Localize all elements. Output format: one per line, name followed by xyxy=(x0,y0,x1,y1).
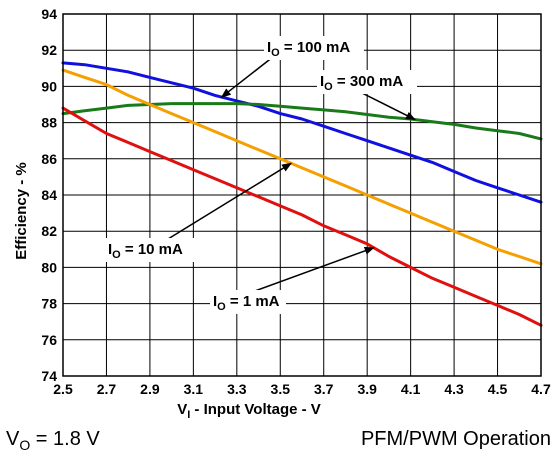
y-tick-label: 78 xyxy=(41,296,57,312)
annotation-label-bg xyxy=(264,36,364,60)
y-tick-label: 74 xyxy=(41,368,57,384)
y-axis-label: Efficiency - % xyxy=(13,162,30,260)
series-line-1 xyxy=(61,102,543,141)
x-axis-label: VI - Input Voltage - V xyxy=(177,401,321,421)
x-tick-label: 3.9 xyxy=(357,381,377,397)
operation-mode-label: PFM/PWM Operation xyxy=(361,428,551,450)
y-tick-label: 84 xyxy=(41,187,57,203)
y-tick-label: 94 xyxy=(41,6,57,22)
x-tick-label: 3.3 xyxy=(227,381,247,397)
y-tick-label: 90 xyxy=(41,78,57,94)
y-tick-label: 92 xyxy=(41,42,57,58)
plot-frame xyxy=(62,13,542,377)
annotation-arrow xyxy=(220,52,279,98)
series-layer xyxy=(61,61,543,327)
annotation-label-bg xyxy=(105,238,195,262)
y-tick-label: 80 xyxy=(41,259,57,275)
grid xyxy=(62,13,542,377)
tick-labels: 2.5 2.7 2.9 3.1 3.3 3.5 3.7 3.9 4.1 4.3 4.5 4.7 74 76… xyxy=(41,6,551,397)
annotation-label-bg xyxy=(210,290,286,314)
output-voltage-condition: VO = 1.8 V xyxy=(6,428,100,453)
annotation-label: IO = 1 mA xyxy=(213,293,280,313)
annotation-arrow xyxy=(167,162,292,240)
series-line-3 xyxy=(61,106,543,327)
x-tick-label: 4.5 xyxy=(488,381,508,397)
annotations: IO = 100 mA IO = 300 mA IO = 10 mA IO = 1 m… xyxy=(105,36,417,314)
annotation-label: IO = 100 mA xyxy=(267,39,350,59)
y-tick-label: 82 xyxy=(41,223,57,239)
annotation-arrow xyxy=(361,92,416,121)
x-tick-label: 3.7 xyxy=(314,381,334,397)
x-tick-label: 3.5 xyxy=(271,381,291,397)
annotation-label: IO = 10 mA xyxy=(108,241,183,261)
annotation-label-bg xyxy=(317,70,417,94)
x-tick-label: 2.7 xyxy=(97,381,117,397)
series-line-0 xyxy=(61,61,543,204)
series-line-2 xyxy=(61,68,543,266)
x-tick-label: 3.1 xyxy=(184,381,204,397)
y-tick-label: 76 xyxy=(41,332,57,348)
annotation-label: IO = 300 mA xyxy=(320,73,403,93)
x-tick-label: 4.1 xyxy=(401,381,421,397)
y-tick-label: 88 xyxy=(41,115,57,131)
annotation-arrow xyxy=(251,246,375,293)
x-tick-label: 2.5 xyxy=(53,381,73,397)
y-tick-label: 86 xyxy=(41,151,57,167)
x-tick-label: 4.3 xyxy=(444,381,464,397)
x-tick-label: 4.7 xyxy=(531,381,551,397)
x-tick-label: 2.9 xyxy=(140,381,160,397)
